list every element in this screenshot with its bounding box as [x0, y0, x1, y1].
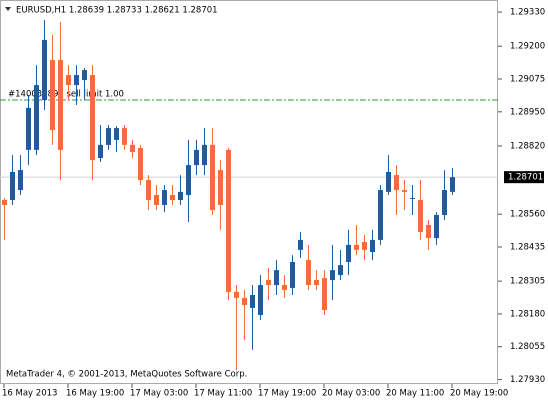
y-tick-label: 1.29075: [510, 75, 545, 85]
candle-body: [274, 270, 279, 286]
x-tick-label: 17 May 11:00: [194, 389, 252, 399]
candle-body: [426, 224, 431, 239]
candle-body: [298, 239, 303, 250]
candle-body: [202, 144, 207, 166]
candle-body: [378, 190, 383, 240]
candle-body: [442, 190, 447, 215]
candle-body: [2, 200, 7, 205]
candle-body: [66, 75, 71, 86]
candle-body: [178, 191, 183, 201]
y-tick-label: 1.28560: [510, 210, 545, 220]
candle-body: [74, 75, 79, 86]
candle-body: [306, 260, 311, 286]
y-tick-label: 1.28305: [510, 277, 545, 287]
candle-body: [90, 75, 95, 161]
candle-body: [146, 180, 151, 201]
x-tick-label: 16 May 19:00: [66, 389, 124, 399]
y-tick-label: 1.28055: [510, 342, 545, 352]
candle-body: [130, 144, 135, 152]
candle-body: [58, 60, 63, 150]
current-price-box: [504, 171, 544, 184]
candle-body: [394, 175, 399, 191]
x-tick-label: 20 May 19:00: [450, 389, 508, 399]
candle-body: [434, 214, 439, 239]
candle-body: [370, 239, 375, 252]
order-label: #140036897 sell limit 1.00: [8, 90, 124, 100]
candle-body: [250, 295, 255, 308]
candle-body: [242, 297, 247, 305]
y-tick-label: 1.29330: [510, 8, 545, 18]
candle-body: [170, 195, 175, 201]
candle-body: [34, 85, 39, 150]
candle-body: [322, 277, 327, 310]
candle-body: [122, 128, 127, 145]
y-tick-label: 1.28180: [510, 309, 545, 319]
y-tick-label: 1.27930: [510, 375, 545, 385]
candle-body: [386, 171, 391, 192]
candle-body: [346, 244, 351, 262]
candle-body: [210, 144, 215, 210]
y-tick-label: 1.28820: [510, 141, 545, 151]
candle-body: [18, 170, 23, 191]
candle-body: [330, 270, 335, 281]
y-tick-label: 1.29200: [510, 42, 545, 52]
candle-body: [338, 265, 343, 276]
x-tick-label: 16 May 2013: [2, 389, 57, 399]
footer: MetaTrader 4, © 2001-2013, MetaQuotes So…: [6, 370, 247, 380]
candle-body: [10, 171, 15, 201]
candle-body: [218, 170, 223, 205]
header: EURUSD,H1 1.28639 1.28733 1.28621 1.2870…: [16, 6, 218, 16]
candle-body: [450, 177, 455, 192]
candle-body: [114, 128, 119, 140]
candle-body: [154, 195, 159, 205]
candle-body: [50, 60, 55, 130]
candle-body: [82, 70, 87, 81]
candle-body: [226, 149, 231, 292]
candle-body: [162, 190, 167, 205]
x-tick-label: 20 May 03:00: [322, 389, 380, 399]
candle-body: [418, 200, 423, 233]
candle-body: [282, 285, 287, 291]
current-price-label: 1.28701: [508, 173, 543, 183]
candle-body: [98, 144, 103, 159]
candle-body: [354, 244, 359, 250]
candle-body: [194, 149, 199, 166]
y-tick-label: 1.28435: [510, 242, 545, 252]
x-tick-label: 20 May 11:00: [386, 389, 444, 399]
plot-frame: [0, 0, 498, 384]
candle-body: [234, 291, 239, 298]
candle-body: [26, 107, 31, 150]
candle-body: [138, 148, 143, 181]
x-tick-label: 17 May 19:00: [258, 389, 316, 399]
candle-body: [410, 197, 415, 199]
candle-body: [362, 242, 367, 250]
y-tick-label: 1.28950: [510, 107, 545, 117]
menu-icon[interactable]: [5, 7, 11, 11]
candle-body: [42, 39, 47, 101]
candle-body: [258, 285, 263, 315]
candle-body: [106, 128, 111, 145]
candle-body: [186, 165, 191, 196]
candle-body: [266, 280, 271, 286]
candle-body: [314, 280, 319, 286]
x-tick-label: 17 May 03:00: [130, 389, 188, 399]
candle-body: [402, 190, 407, 192]
candle-body: [290, 261, 295, 288]
